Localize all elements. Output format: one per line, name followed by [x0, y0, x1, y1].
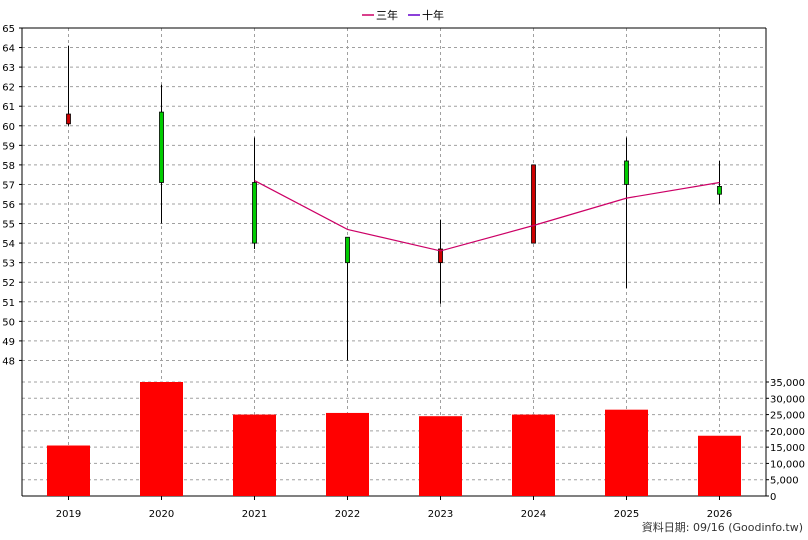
- volume-bar: [512, 414, 555, 496]
- x-tick-label: 2024: [521, 509, 546, 520]
- ma-line-三年: [254, 180, 720, 252]
- price-tick-label: 64: [2, 44, 15, 55]
- x-tick-label: 2019: [56, 509, 81, 520]
- price-tick-label: 49: [2, 337, 15, 348]
- candle-body: [345, 236, 350, 264]
- volume-axis: 0 5,000 10,000 15,000 20,000 25,000 30,000 35,0…: [766, 378, 805, 503]
- legend-label: 三年: [376, 8, 398, 22]
- price-tick-label: 57: [2, 180, 15, 191]
- price-tick-label: 54: [2, 239, 15, 250]
- volume-bar: [47, 445, 90, 496]
- x-axis: 2019 2020 2021 2022 2023 2024 2025 2026: [56, 496, 732, 520]
- price-tick-label: 60: [2, 122, 15, 133]
- volume-bar: [419, 416, 462, 496]
- price-tick-label: 65: [2, 24, 15, 35]
- volume-tick-label: 0: [770, 492, 776, 503]
- volume-tick-label: 10,000: [770, 459, 805, 470]
- volume-tick-label: 30,000: [770, 394, 805, 405]
- price-tick-label: 62: [2, 83, 15, 94]
- volume-bar: [140, 382, 183, 496]
- moving-average-lines: [254, 180, 720, 252]
- candle-body: [438, 248, 443, 264]
- price-tick-label: 55: [2, 220, 15, 231]
- candles: [66, 45, 722, 361]
- price-tick-label: 50: [2, 317, 15, 328]
- candle-body: [717, 185, 722, 195]
- candle-body: [159, 111, 164, 183]
- volume-tick-label: 35,000: [770, 378, 805, 389]
- candle-body: [624, 160, 629, 185]
- price-tick-label: 48: [2, 356, 15, 367]
- x-tick-label: 2026: [707, 509, 732, 520]
- price-tick-label: 63: [2, 63, 15, 74]
- price-tick-label: 51: [2, 298, 15, 309]
- footer-source: 資料日期: 09/16 (Goodinfo.tw): [642, 520, 803, 534]
- volume-bar: [698, 435, 741, 496]
- volume-tick-label: 15,000: [770, 443, 805, 454]
- x-tick-label: 2021: [242, 509, 267, 520]
- volume-tick-label: 5,000: [770, 476, 799, 487]
- price-tick-label: 59: [2, 141, 15, 152]
- candle-body: [66, 113, 71, 125]
- volume-tick-label: 25,000: [770, 411, 805, 422]
- x-tick-label: 2023: [428, 509, 453, 520]
- volume-bars: [47, 382, 741, 496]
- volume-bar: [233, 414, 276, 496]
- price-tick-label: 61: [2, 102, 15, 113]
- candle-body: [531, 164, 536, 244]
- x-tick-label: 2022: [335, 509, 360, 520]
- x-tick-label: 2025: [614, 509, 639, 520]
- price-tick-label: 53: [2, 259, 15, 270]
- candle-body: [252, 182, 257, 244]
- volume-tick-label: 20,000: [770, 427, 805, 438]
- volume-bar: [605, 409, 648, 496]
- volume-bar: [326, 412, 369, 496]
- legend-label: 十年: [422, 8, 444, 22]
- price-tick-label: 52: [2, 278, 15, 289]
- price-tick-label: 56: [2, 200, 15, 211]
- price-axis: 48 49 50 51 52 53 54 55 56 57 58 59 60 61 62 63 64 65: [2, 24, 22, 367]
- legend: 三年 十年: [362, 8, 444, 22]
- x-tick-label: 2020: [149, 509, 174, 520]
- price-tick-label: 58: [2, 161, 15, 172]
